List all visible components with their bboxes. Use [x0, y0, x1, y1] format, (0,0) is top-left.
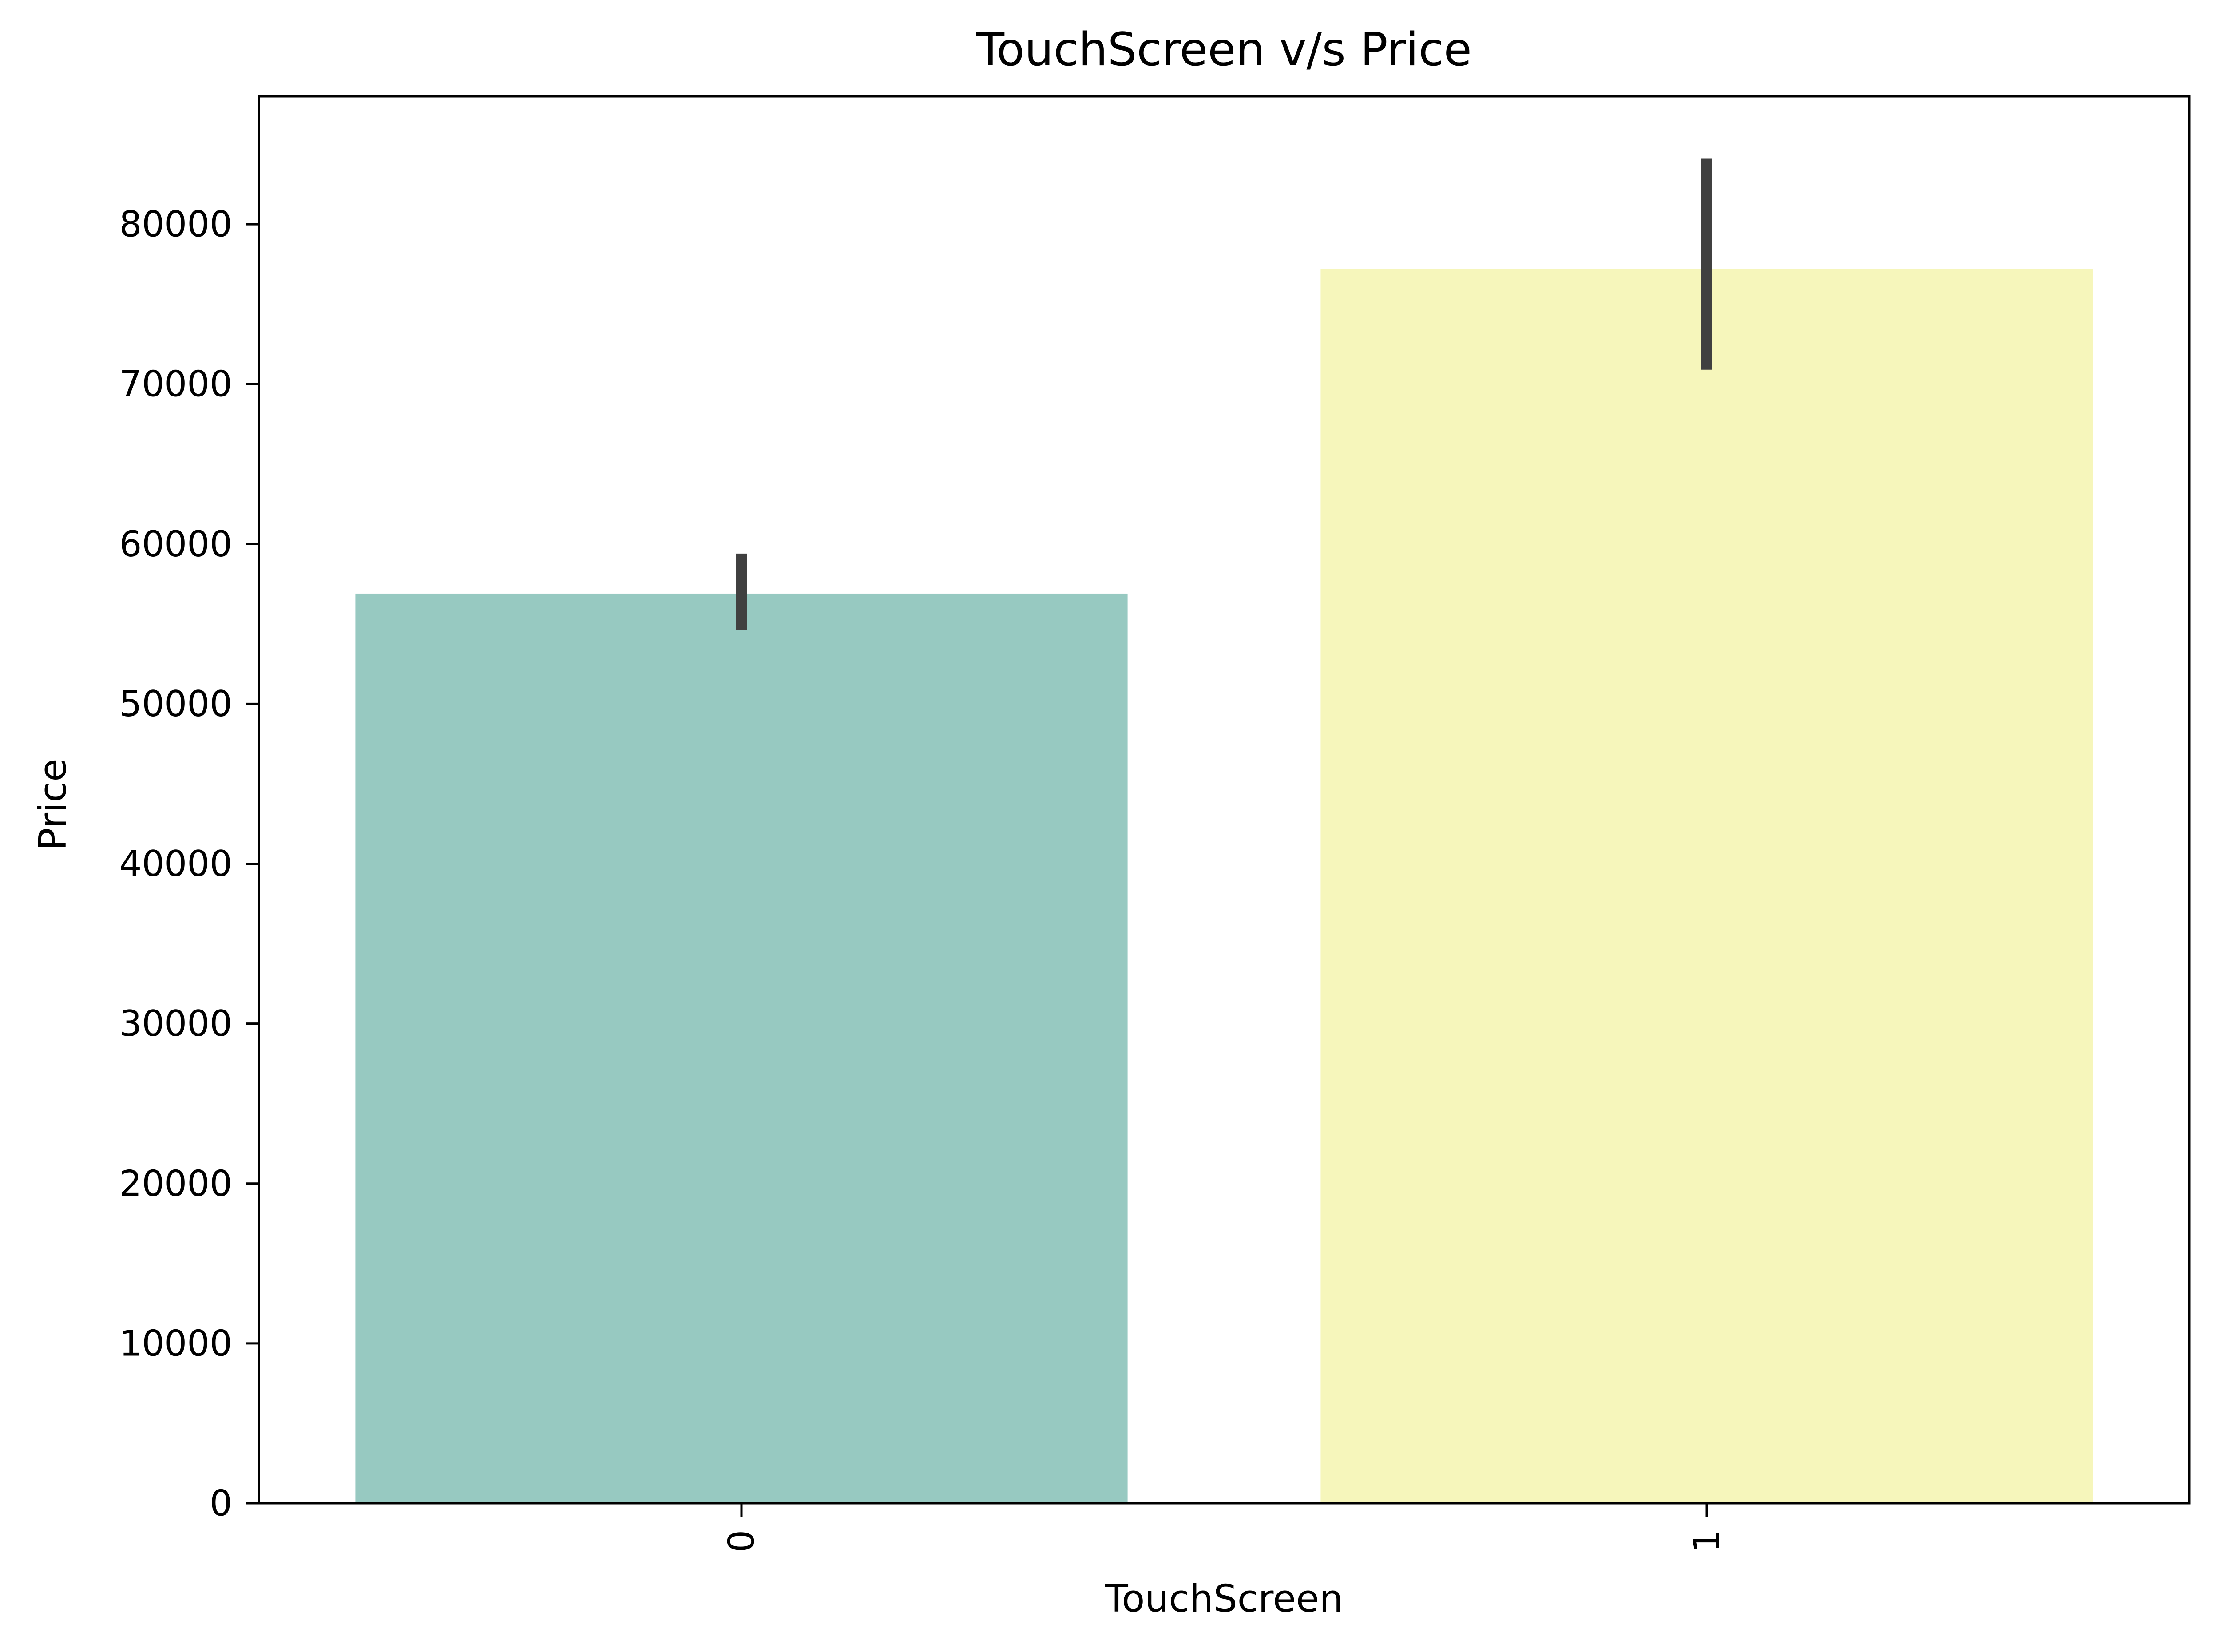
y-tick-label-20000: 20000 — [119, 1163, 233, 1204]
bars-group — [355, 269, 2093, 1503]
x-axis-label: TouchScreen — [1105, 1577, 1343, 1621]
y-tick-label-80000: 80000 — [119, 204, 233, 245]
y-axis: 0 10000 20000 30000 40000 50000 60000 70000 8000… — [119, 204, 259, 1524]
x-tick-label-1: 1 — [1686, 1530, 1728, 1553]
y-axis-label: Price — [31, 758, 75, 850]
y-tick-label-10000: 10000 — [119, 1323, 233, 1364]
y-tick-label-40000: 40000 — [119, 843, 233, 884]
error-bars-group — [736, 158, 1712, 630]
plot-frame — [258, 95, 2191, 1505]
bar-1 — [1320, 269, 2093, 1503]
y-tick-label-70000: 70000 — [119, 364, 233, 405]
bar-0 — [355, 593, 1128, 1503]
y-tick-label-60000: 60000 — [119, 523, 233, 565]
y-tick-label-0: 0 — [210, 1483, 232, 1524]
chart-title: TouchScreen v/s Price — [976, 23, 1472, 76]
x-tick-label-0: 0 — [721, 1530, 762, 1553]
y-tick-label-50000: 50000 — [119, 683, 233, 725]
y-tick-label-30000: 30000 — [119, 1003, 233, 1044]
